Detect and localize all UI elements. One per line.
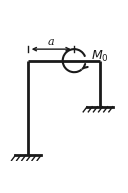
Text: $M_0$: $M_0$ [91,49,109,64]
Text: a: a [48,37,55,47]
